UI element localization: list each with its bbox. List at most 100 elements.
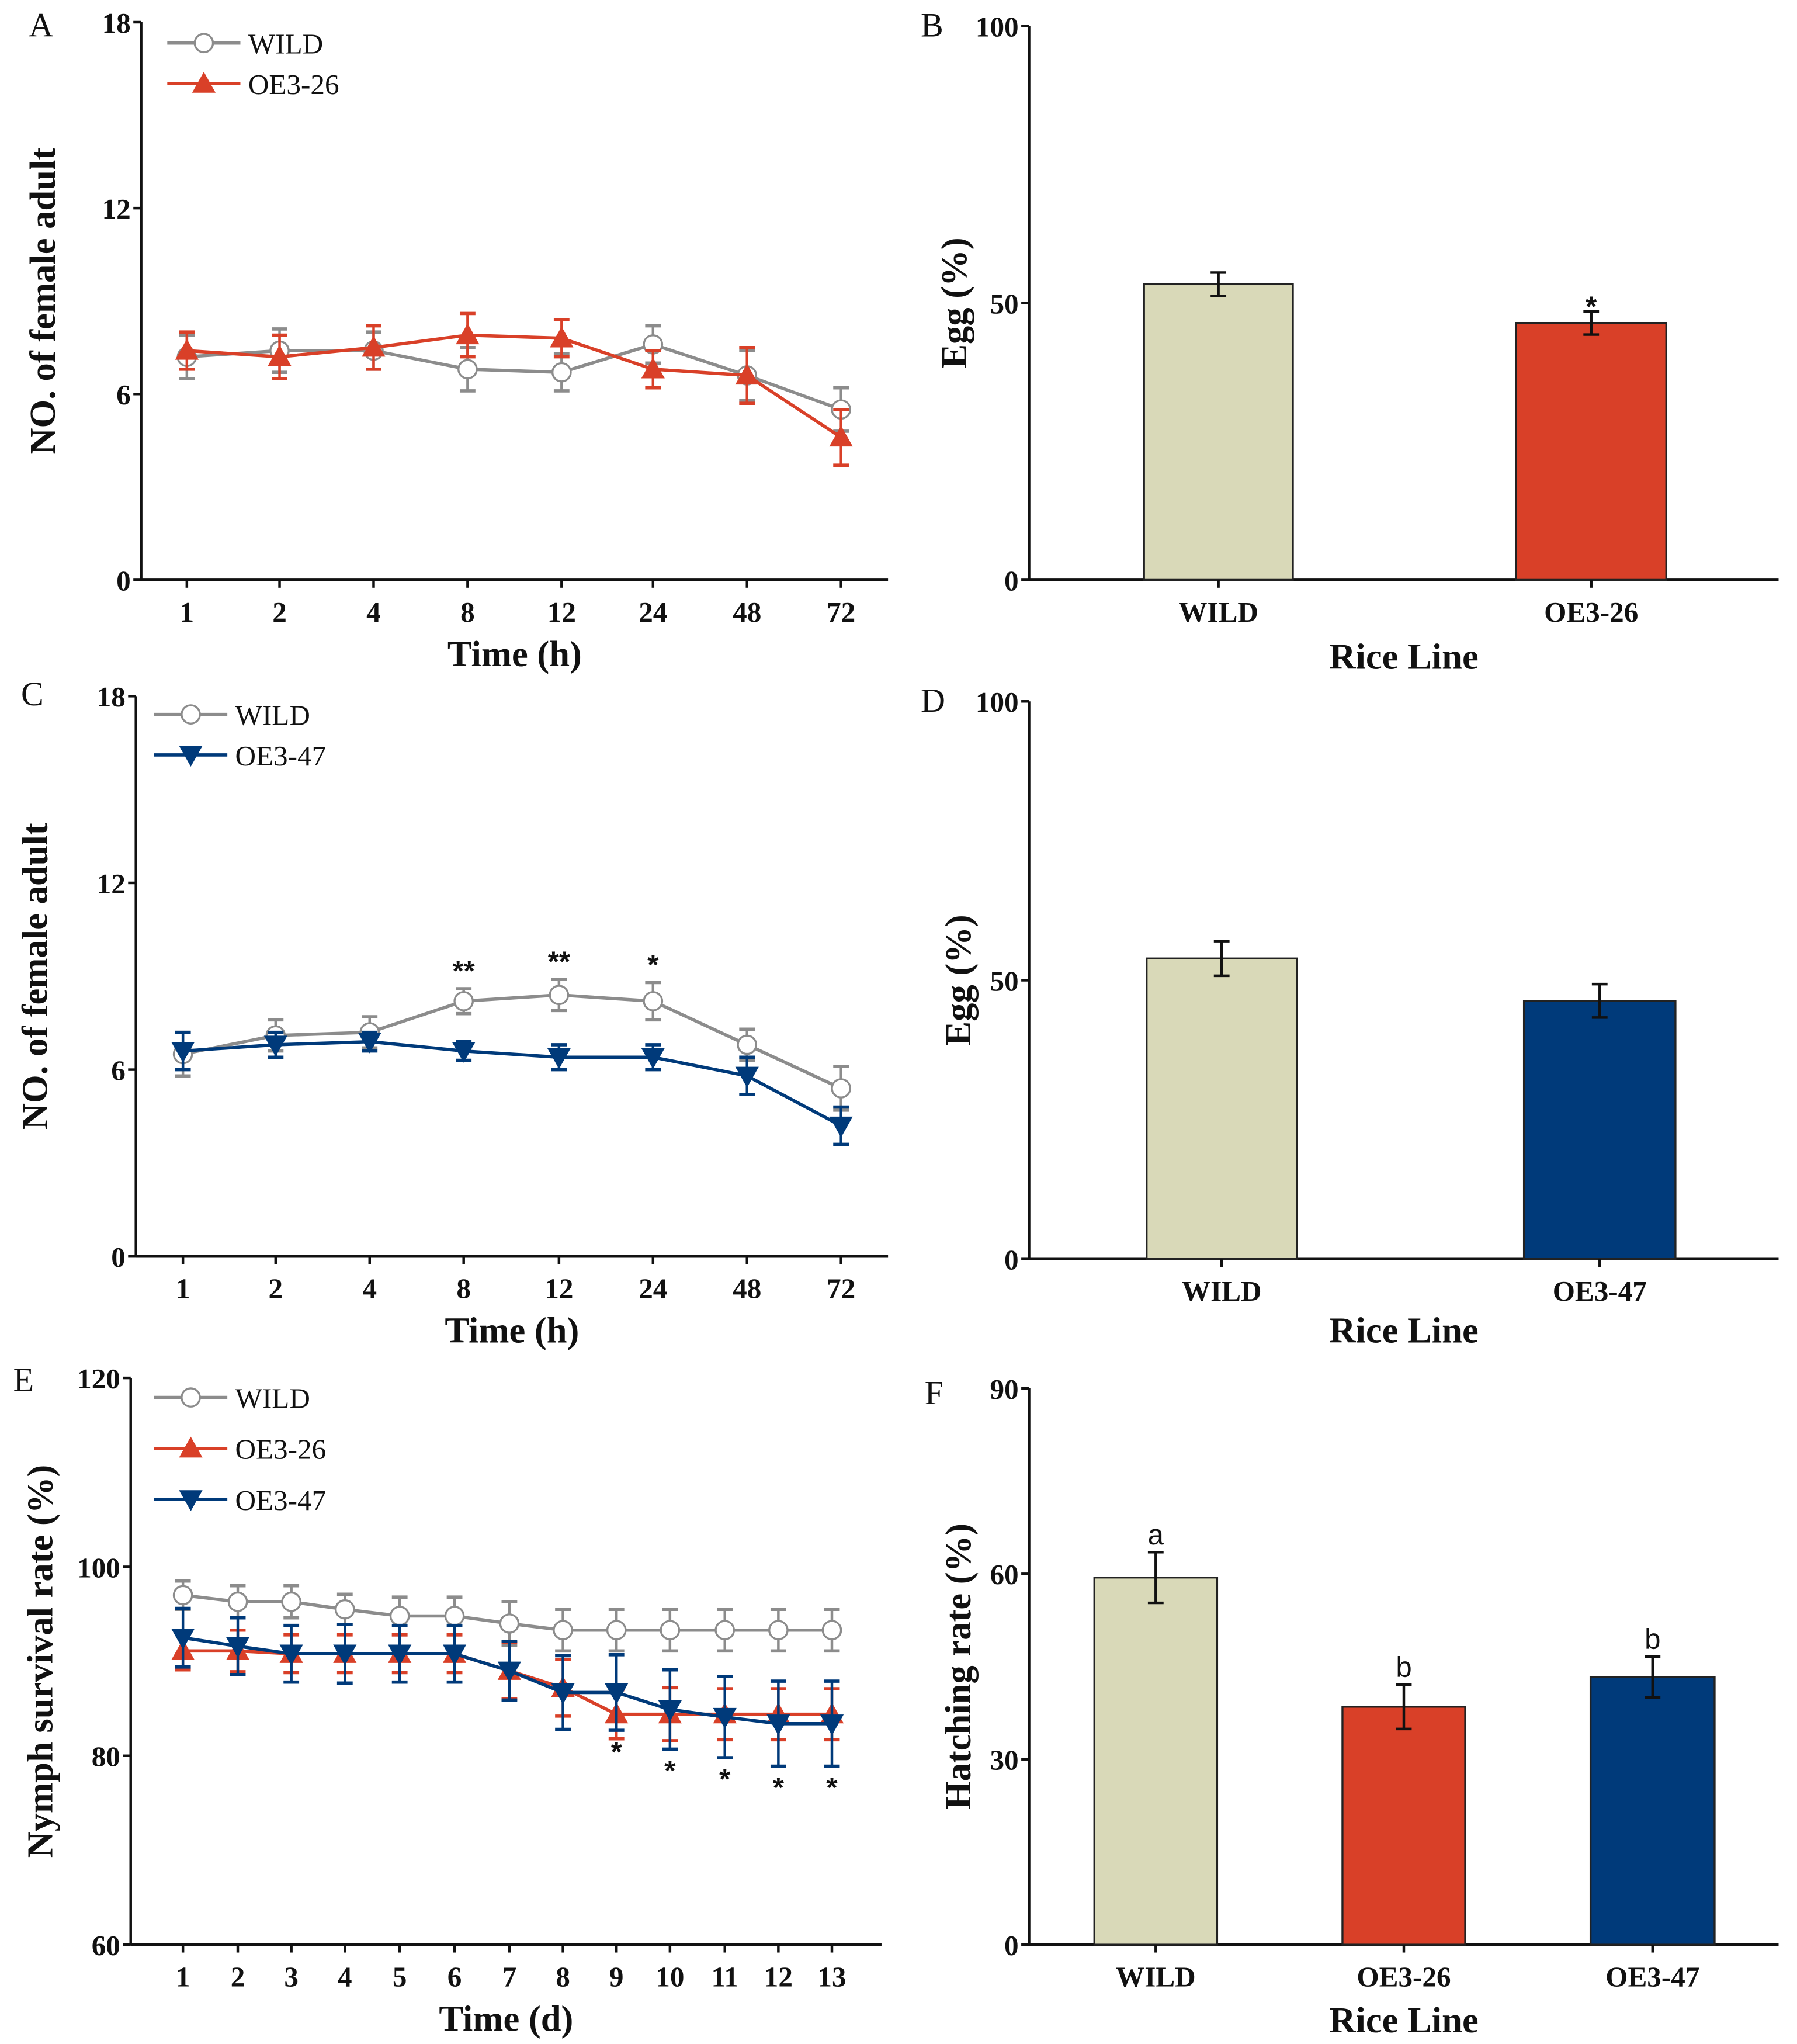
x-tick-label: 11 [711, 1961, 738, 1993]
data-point [643, 991, 664, 1011]
y-tick-label: 80 [92, 1741, 120, 1773]
panel-letter: D [921, 681, 945, 719]
x-axis-title: Rice Line [1329, 636, 1478, 677]
legend-label: WILD [235, 699, 310, 732]
data-point [172, 1585, 193, 1606]
data-point [547, 1048, 571, 1069]
significance-label: a [1148, 1519, 1164, 1551]
y-tick-label: 0 [116, 564, 131, 597]
bar-oe3-47 [1589, 1676, 1716, 1946]
data-point [457, 359, 478, 380]
data-point [821, 1620, 842, 1641]
x-tick-label: 8 [460, 596, 475, 628]
data-point [713, 1707, 737, 1729]
data-point [737, 1034, 758, 1055]
y-tick-label: 0 [1004, 564, 1019, 597]
y-tick-label: 0 [1004, 1244, 1019, 1276]
x-tick-label: 24 [639, 1273, 667, 1305]
y-tick-label: 60 [990, 1558, 1018, 1591]
data-point [551, 1683, 575, 1705]
y-tick-label: 100 [976, 686, 1019, 718]
panel-letter: C [21, 675, 44, 713]
y-tick-label: 50 [990, 287, 1018, 320]
data-point [281, 1591, 301, 1612]
data-point [605, 1683, 629, 1705]
y-axis-title: Egg (%) [934, 237, 974, 368]
data-point [268, 345, 292, 366]
series-line [186, 333, 842, 439]
series-oe3-26 [175, 311, 853, 467]
x-axis-title: Rice Line [1329, 2000, 1478, 2040]
x-tick-label: 8 [556, 1961, 570, 1993]
bar-oe3-47 [1522, 1000, 1677, 1260]
data-point [279, 1644, 303, 1666]
x-tick-label: OE3-47 [1605, 1961, 1699, 1993]
series-line [186, 342, 842, 411]
x-tick-label: 4 [338, 1961, 352, 1993]
x-tick-label: WILD [1178, 596, 1258, 628]
x-tick-label: OE3-26 [1544, 596, 1638, 628]
data-point [263, 1035, 287, 1057]
x-tick-label: 8 [456, 1273, 471, 1305]
y-tick-label: 18 [102, 7, 131, 39]
data-point [444, 1606, 465, 1626]
x-tick-label: 2 [269, 1273, 283, 1305]
legend-marker [181, 704, 201, 725]
x-tick-label: 13 [817, 1961, 846, 1993]
legend-marker [192, 71, 216, 93]
x-tick-label: 12 [764, 1961, 793, 1993]
y-axis-title: Hatching rate (%) [938, 1523, 979, 1810]
y-tick-label: 60 [92, 1929, 120, 1962]
x-axis-title: Time (h) [447, 633, 582, 674]
significance-label: * [719, 1764, 731, 1796]
x-tick-label: 1 [180, 596, 195, 628]
data-point [497, 1661, 522, 1683]
panel-letter: A [29, 6, 53, 44]
x-tick-label: 2 [272, 596, 287, 628]
x-tick-label: 2 [231, 1961, 245, 1993]
legend-marker [179, 1436, 203, 1458]
data-point [456, 323, 480, 345]
x-tick-label: 72 [827, 1273, 855, 1305]
data-point [389, 1606, 410, 1626]
legend-label: WILD [248, 28, 323, 60]
data-point [453, 991, 474, 1011]
y-axis-title: Egg (%) [938, 914, 979, 1045]
legend-marker [193, 33, 214, 54]
data-point [829, 1116, 853, 1138]
y-tick-label: 6 [111, 1054, 126, 1086]
legend-marker [181, 1387, 201, 1408]
x-axis-title: Rice Line [1329, 1310, 1478, 1351]
x-tick-label: WILD [1182, 1275, 1262, 1307]
x-axis-title: Time (h) [445, 1310, 579, 1351]
x-tick-label: 9 [609, 1961, 624, 1993]
series-oe3-47 [171, 1030, 853, 1146]
x-tick-label: 5 [393, 1961, 407, 1993]
significance-label: * [647, 949, 659, 981]
y-axis-title: NO. of female adult [22, 148, 63, 455]
series-line [183, 1649, 832, 1716]
panel-d: D 0 50 100 Egg (%) Rice Line WILD OE3-47 [921, 681, 1779, 1351]
series-line [182, 1040, 842, 1127]
data-point [660, 1620, 681, 1641]
x-tick-label: 10 [655, 1961, 684, 1993]
data-point [641, 1048, 665, 1069]
legend-marker [179, 1490, 203, 1512]
x-tick-label: 4 [362, 1273, 377, 1305]
data-point [831, 1078, 851, 1099]
data-point [820, 1714, 844, 1735]
data-point [735, 363, 759, 385]
data-point [333, 1644, 357, 1666]
y-tick-label: 0 [111, 1241, 126, 1273]
panel-letter: B [921, 6, 943, 44]
significance-label: * [1586, 291, 1597, 323]
data-point [175, 338, 199, 360]
x-tick-label: WILD [1116, 1961, 1196, 1993]
panel-e: E 60 80 100 120 Nymph survival rate (%) Time (… [13, 1360, 882, 2039]
data-point [226, 1637, 250, 1658]
significance-label: b [1396, 1651, 1411, 1683]
y-tick-label: 50 [990, 965, 1018, 997]
x-tick-label: 3 [284, 1961, 299, 1993]
panel-b: B 0 50 100 Egg (%) Rice Line WILD OE3-26 * [921, 6, 1779, 677]
